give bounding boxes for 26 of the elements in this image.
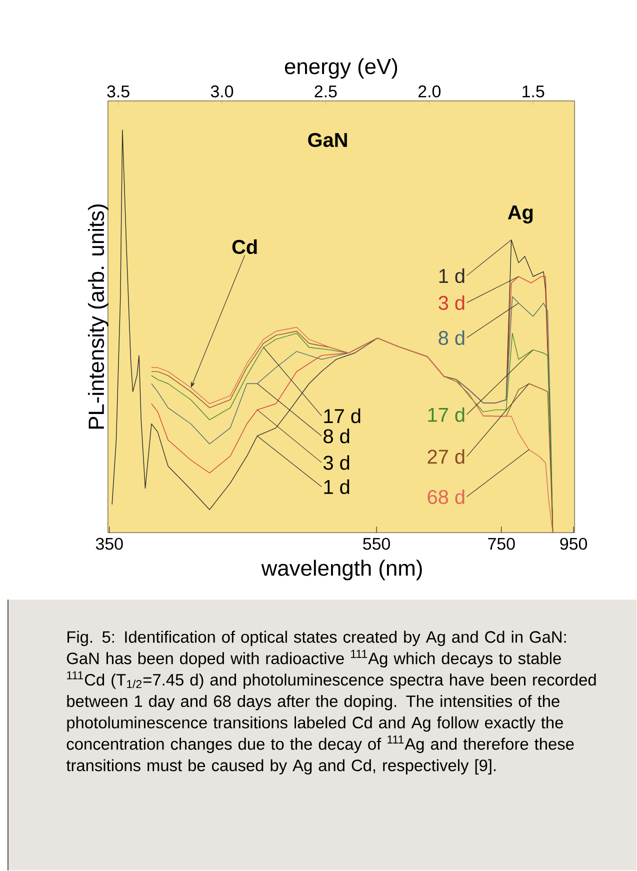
annotation: 17 d xyxy=(324,408,360,424)
text: 3 d xyxy=(438,295,464,310)
text: wavelength (nm) xyxy=(262,560,422,580)
x-tick-label: 2.0 xyxy=(418,85,441,98)
annotation: Ag xyxy=(508,206,533,224)
annotation: 3 d xyxy=(324,455,350,470)
annotation: 8 d xyxy=(324,428,350,444)
annotation: Cd xyxy=(232,239,257,254)
x-tick-label: 3.5 xyxy=(107,85,130,98)
x-tick-label: 2.5 xyxy=(315,85,337,98)
series-label: 17 d xyxy=(428,407,464,422)
annotation: 1 d xyxy=(324,479,350,494)
text: 950 xyxy=(560,538,588,550)
text: 68 d xyxy=(428,489,464,504)
annotation: GaN xyxy=(308,132,348,148)
text: 550 xyxy=(363,538,390,550)
text: Fig. 5: Identification of optical states created by Ag and Cd in GaN: GaN has been doped with radioactive $^{111}$Ag which decays to stable $^{111}$Cd (T$_{1/2}$=7.45 d) and photoluminescence spectra have been recorded between 1 day and 68 days after the doping. The intensities of the photoluminescence transitions labeled Cd and Ag follow exactly the concentration changes due to the decay of $^{111}$Ag and therefore these transitions must be caused by Ag and Cd, respectively [9]. xyxy=(66,630,596,774)
legend-label: 1 d xyxy=(440,268,464,283)
x-tick-label: 1.5 xyxy=(522,86,544,98)
text: 750 xyxy=(488,538,516,550)
text: 350 xyxy=(96,538,124,550)
y-axis-title: PL-intensity (arb. units) xyxy=(88,204,109,429)
series-label: 8 d xyxy=(438,330,464,346)
x-tick-label: 3.0 xyxy=(211,85,234,98)
x-axis-title: energy (eV) xyxy=(285,58,398,79)
series-label: 27 d xyxy=(428,449,464,464)
